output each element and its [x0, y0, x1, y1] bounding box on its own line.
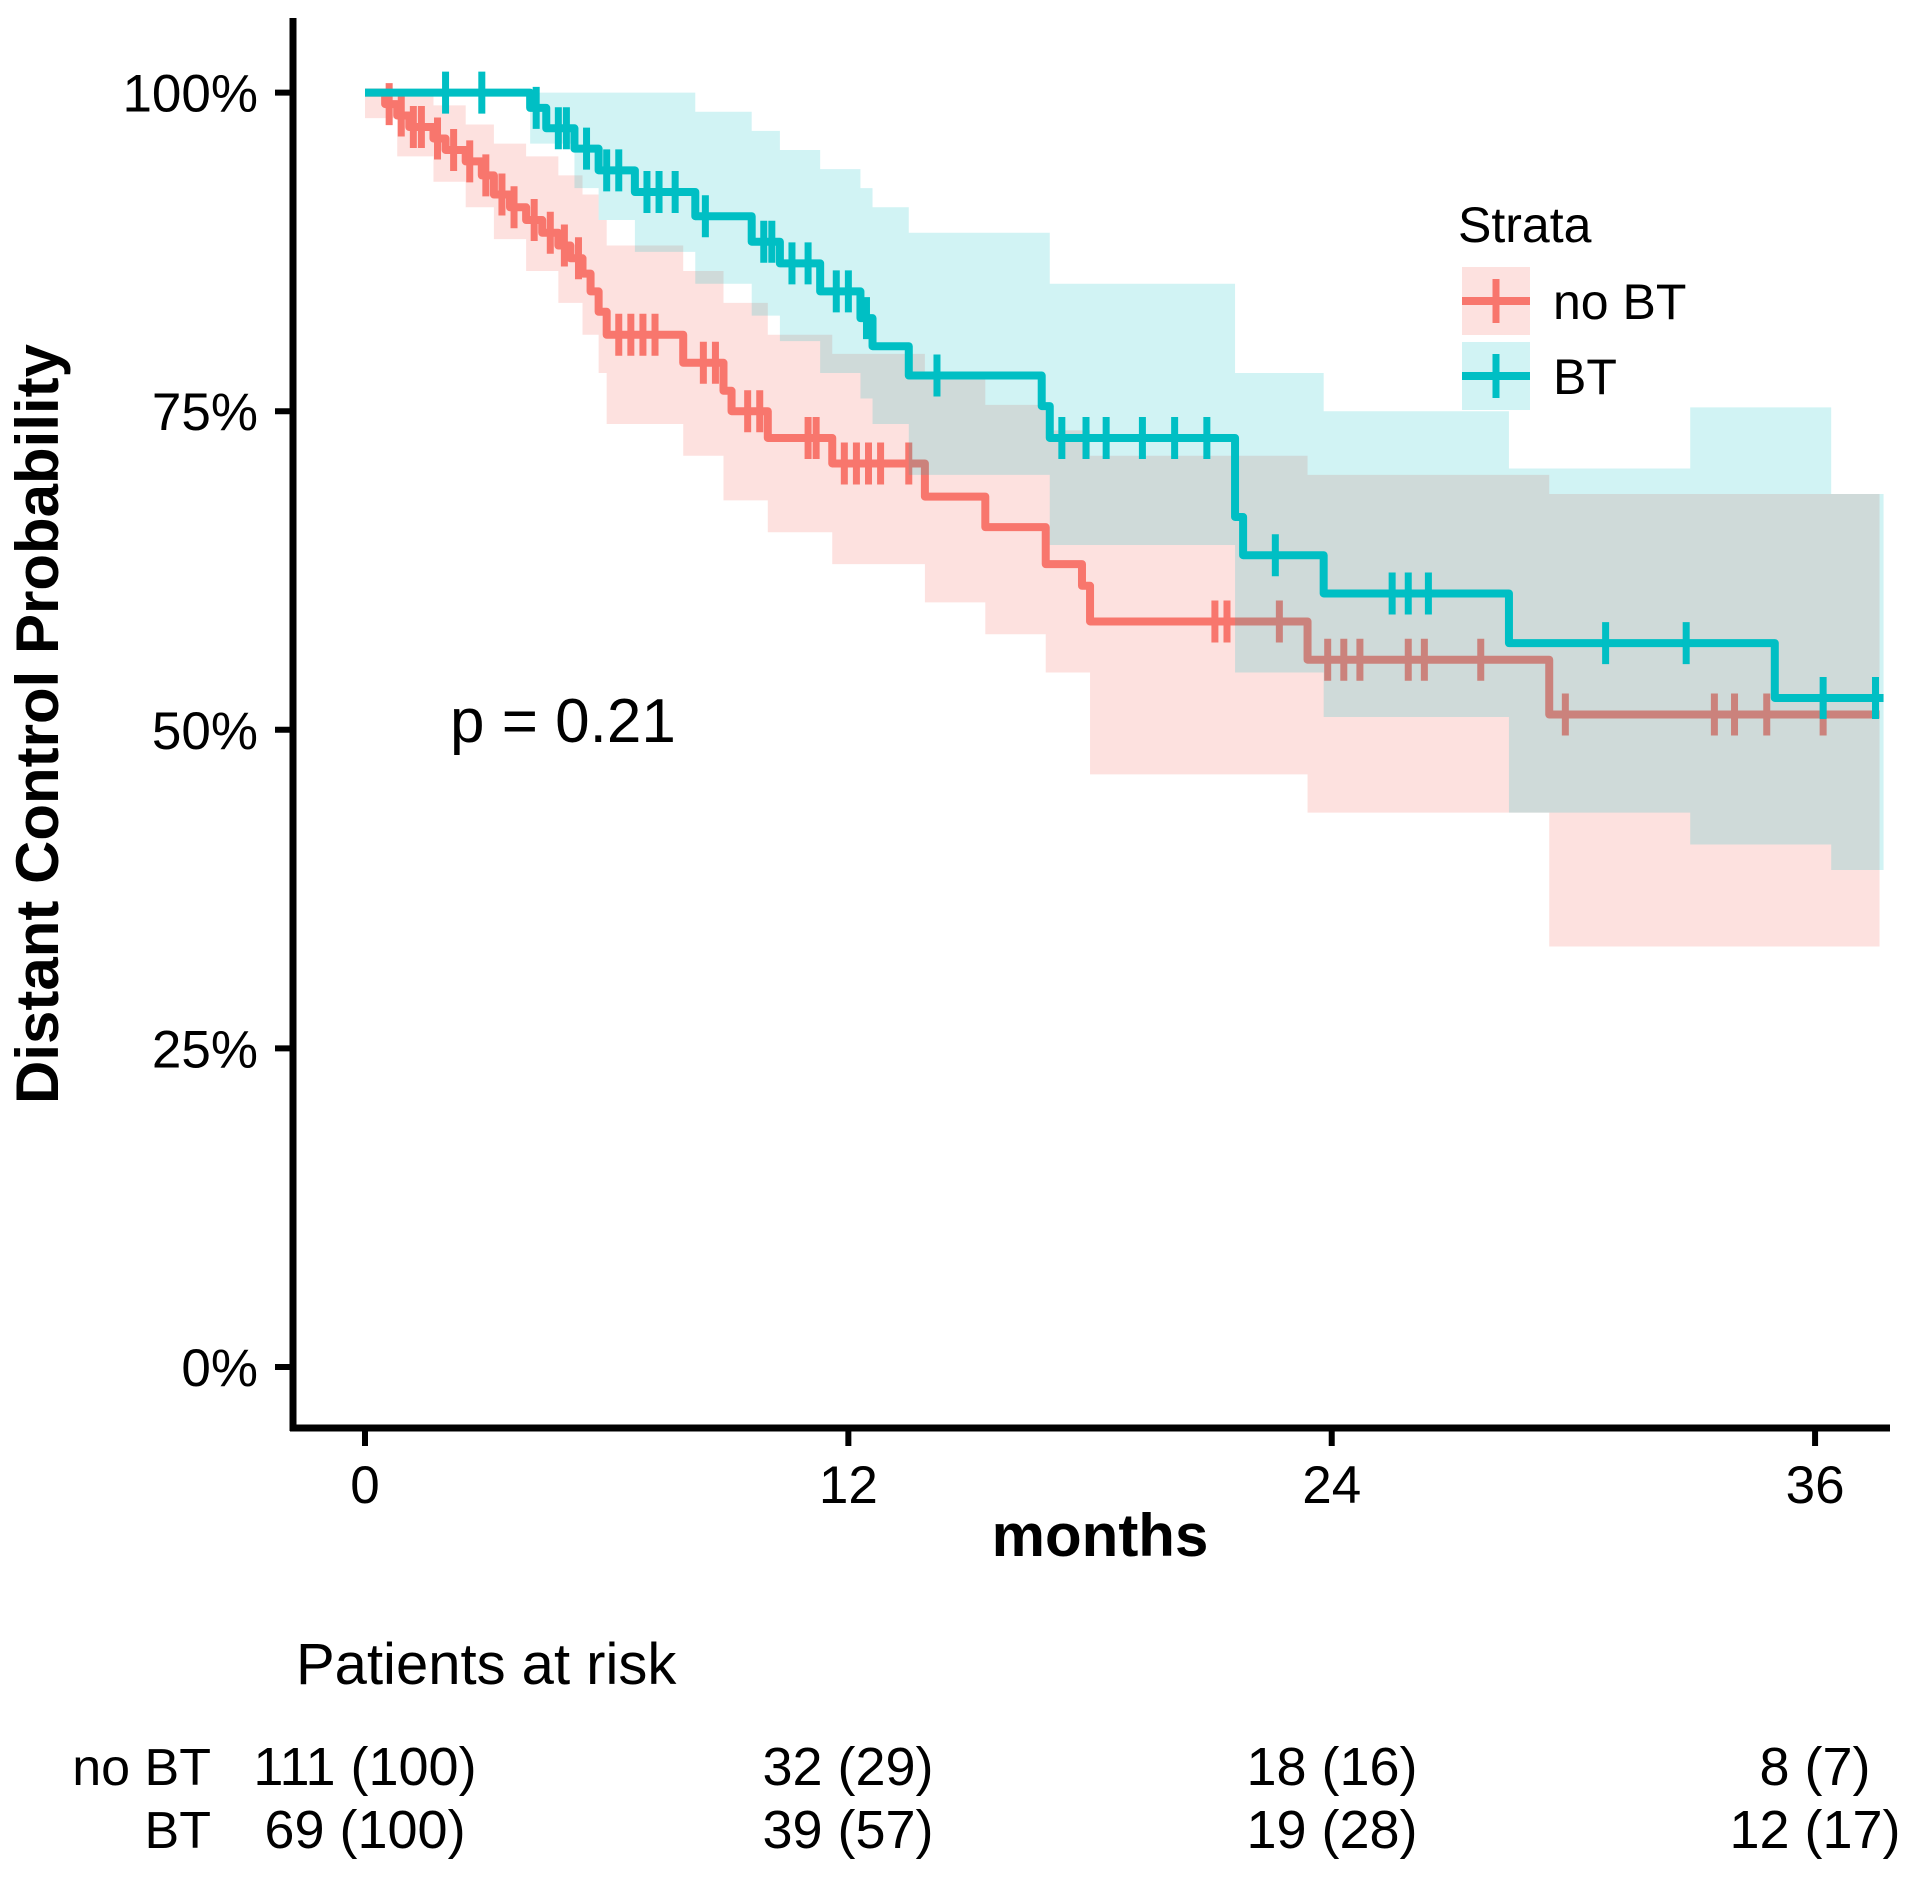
y-tick-label-25: 25%: [152, 1020, 258, 1079]
y-axis-title: Distant Control Probability: [4, 343, 71, 1104]
legend-label-no-bt: no BT: [1553, 274, 1686, 330]
x-axis-title: months: [992, 1502, 1209, 1569]
risk-value-bt-m12: 39 (57): [762, 1800, 933, 1860]
legend-label-bt: BT: [1553, 349, 1617, 405]
x-tick-label-0: 0: [350, 1456, 379, 1515]
plot-area: 0% 25% 50% 75% 100% 0 12 24 36: [122, 18, 1890, 1515]
risk-value-no-bt-m12: 32 (29): [762, 1737, 933, 1797]
risk-value-bt-m24: 19 (28): [1246, 1800, 1417, 1860]
legend: Strata no BT BT: [1458, 197, 1686, 410]
x-tick-label-12: 12: [819, 1456, 878, 1515]
p-value-annotation: p = 0.21: [450, 687, 676, 756]
risk-value-no-bt-m24: 18 (16): [1246, 1737, 1417, 1797]
risk-value-bt-m36: 12 (17): [1729, 1800, 1900, 1860]
legend-entry-bt: BT: [1462, 342, 1617, 410]
risk-table-title: Patients at risk: [296, 1632, 677, 1697]
y-tick-label-0: 0%: [181, 1339, 258, 1398]
y-tick-label-75: 75%: [152, 383, 258, 442]
risk-row-label-no-bt: no BT: [72, 1739, 211, 1797]
legend-entry-no-bt: no BT: [1462, 267, 1686, 335]
risk-table: Patients at risk no BT BT 111 (100) 32 (…: [72, 1632, 1900, 1860]
ci-ribbon-no-bt: [365, 92, 1880, 947]
risk-value-bt-m0: 69 (100): [264, 1800, 465, 1860]
y-tick-label-50: 50%: [152, 702, 258, 761]
legend-title: Strata: [1458, 197, 1592, 253]
x-tick-label-36: 36: [1786, 1456, 1845, 1515]
risk-value-no-bt-m0: 111 (100): [253, 1737, 476, 1797]
ci-ribbon-bt: [365, 92, 1884, 870]
y-tick-label-100: 100%: [122, 65, 258, 124]
risk-value-no-bt-m36: 8 (7): [1759, 1737, 1870, 1797]
risk-row-label-bt: BT: [145, 1802, 211, 1860]
km-curve-no-bt: [365, 88, 1880, 719]
x-tick-label-24: 24: [1302, 1456, 1361, 1515]
